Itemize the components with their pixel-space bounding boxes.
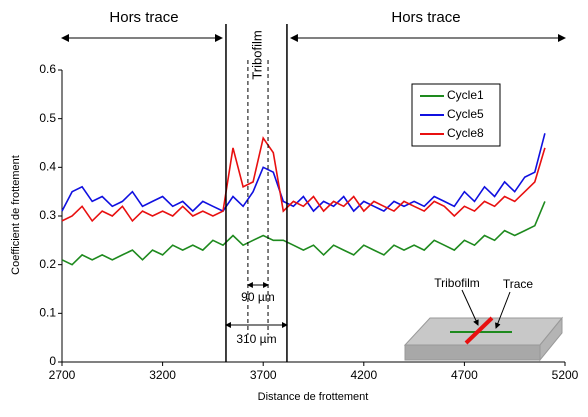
legend-label: Cycle1: [447, 88, 484, 102]
x-axis-title: Distance de frottement: [258, 391, 369, 403]
region-label: Hors trace: [109, 9, 178, 26]
x-tick-label: 3700: [250, 368, 277, 382]
y-tick-label: 0.1: [39, 306, 56, 320]
y-tick-label: 0.5: [39, 111, 56, 125]
y-tick-label: 0.2: [39, 257, 56, 271]
y-tick-label: 0.3: [39, 208, 56, 222]
data-line: [61, 136, 546, 223]
y-tick-label: 0.6: [39, 62, 56, 76]
inset-label: Trace: [503, 277, 534, 291]
inset-tribofilm: [464, 316, 494, 345]
y-tick-label: 0: [49, 354, 56, 368]
region-label: Hors trace: [391, 9, 460, 26]
x-tick-label: 3200: [149, 368, 176, 382]
y-tick-label: 0.4: [39, 160, 56, 174]
legend-label: Cycle5: [447, 107, 484, 121]
x-tick-label: 2700: [49, 368, 76, 382]
legend-label: Cycle8: [447, 126, 484, 140]
data-line: [61, 201, 546, 266]
inset-plate-side: [404, 344, 541, 361]
width-label: 90 µm: [241, 290, 275, 304]
y-axis-title: Coefficient de frottement: [10, 155, 22, 275]
inset-label: Tribofilm: [434, 276, 480, 290]
x-tick-label: 4200: [350, 368, 377, 382]
x-tick-label: 4700: [451, 368, 478, 382]
inset-arrow: [461, 289, 479, 326]
inset-plate-edge: [539, 316, 563, 362]
inset-arrow: [495, 291, 511, 329]
tribofilm-label: Tribofilm: [249, 30, 264, 79]
x-tick-label: 5200: [552, 368, 579, 382]
data-line: [61, 133, 546, 213]
width-label: 310 µm: [236, 332, 276, 346]
